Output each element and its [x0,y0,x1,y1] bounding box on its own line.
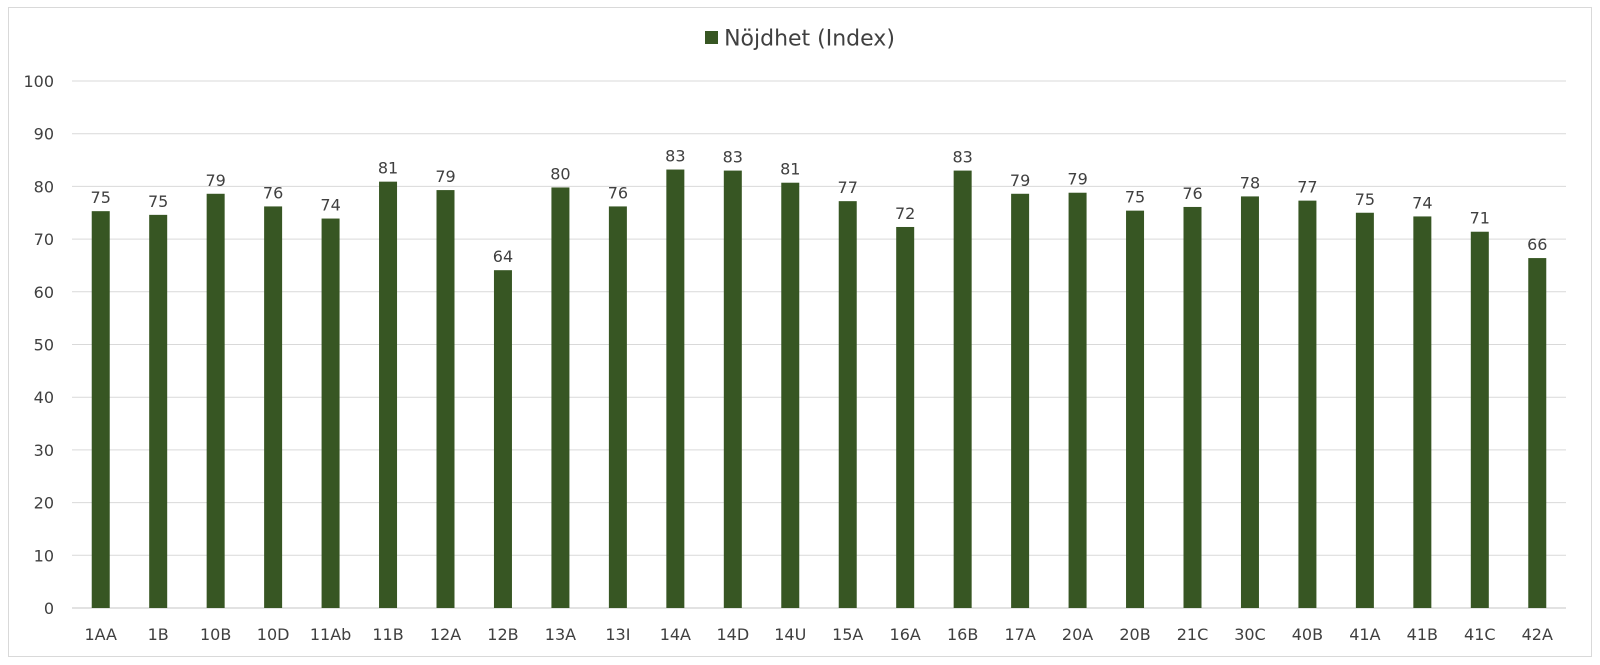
data-label: 79 [1010,171,1030,190]
bar [838,201,857,608]
data-label: 74 [1412,193,1432,212]
bar [1068,192,1087,608]
bar [1298,200,1317,608]
y-tick-label: 80 [34,177,54,196]
y-tick-label: 70 [34,230,54,249]
x-tick-label: 41A [1349,625,1380,644]
data-label: 79 [1067,170,1087,189]
bar [551,187,570,609]
x-tick-label: 20A [1062,625,1093,644]
bar [321,218,340,608]
bar [1413,216,1432,608]
x-tick-label: 14U [774,625,806,644]
bar [493,270,512,608]
bar [666,169,685,608]
data-label: 74 [320,196,340,215]
data-label: 83 [665,147,685,166]
x-tick-label: 40B [1292,625,1323,644]
bar [1011,193,1030,608]
x-tick-label: 12A [430,625,461,644]
data-label: 72 [895,204,915,223]
data-label: 83 [723,148,743,167]
bar [1126,210,1145,608]
x-tick-label: 10D [257,625,290,644]
y-tick-label: 60 [34,283,54,302]
x-tick-label: 15A [832,625,863,644]
y-tick-label: 30 [34,441,54,460]
bar [896,226,915,608]
bar [149,214,168,608]
data-label: 75 [1355,190,1375,209]
bar [953,170,972,608]
bar [379,181,398,609]
x-tick-label: 12B [487,625,518,644]
bar [781,182,800,608]
x-tick-label: 17A [1004,625,1035,644]
x-tick-label: 1AA [84,625,117,644]
data-label: 80 [550,164,570,183]
bar [206,193,225,608]
y-tick-label: 40 [34,388,54,407]
legend-label: Nöjdhet (Index) [724,26,895,52]
bar [1355,212,1374,608]
data-label: 71 [1470,209,1490,228]
x-tick-label: 21C [1177,625,1209,644]
bar [608,206,627,608]
x-tick-label: 41C [1464,625,1496,644]
y-tick-label: 20 [34,494,54,513]
data-label: 75 [148,192,168,211]
y-tick-label: 90 [34,125,54,144]
data-label: 76 [263,183,283,202]
bar [1240,196,1259,608]
data-label: 79 [205,171,225,190]
data-label: 75 [91,188,111,207]
x-tick-label: 13I [605,625,630,644]
data-label: 81 [780,160,800,179]
bar [1528,258,1547,608]
data-label: 66 [1527,235,1547,254]
y-tick-label: 0 [44,599,54,618]
data-label: 83 [952,148,972,167]
x-tick-label: 30C [1234,625,1266,644]
data-label: 75 [1125,188,1145,207]
x-tick-label: 41B [1407,625,1438,644]
data-label: 79 [435,167,455,186]
x-tick-label: 13A [545,625,576,644]
y-tick-label: 10 [34,546,54,565]
y-tick-label: 100 [23,72,54,91]
data-label: 64 [493,247,513,266]
data-label: 77 [838,178,858,197]
data-label: 81 [378,159,398,178]
x-tick-label: 14A [660,625,691,644]
y-tick-label: 50 [34,336,54,355]
x-tick-label: 20B [1119,625,1150,644]
x-tick-label: 16A [890,625,921,644]
data-label: 76 [608,183,628,202]
x-tick-label: 11Ab [310,625,351,644]
x-tick-label: 11B [372,625,403,644]
bar [1183,206,1202,608]
data-label: 78 [1240,173,1260,192]
x-tick-label: 16B [947,625,978,644]
bar [1470,231,1489,609]
x-tick-label: 10B [200,625,231,644]
x-tick-label: 14D [716,625,749,644]
bar [723,170,742,608]
bar [91,211,110,608]
x-tick-label: 1B [148,625,169,644]
legend: Nöjdhet (Index) [0,26,1600,52]
data-label: 76 [1182,184,1202,203]
bar [264,206,283,608]
bar [436,190,455,609]
data-label: 77 [1297,178,1317,197]
x-tick-label: 42A [1522,625,1553,644]
legend-swatch [705,30,719,44]
